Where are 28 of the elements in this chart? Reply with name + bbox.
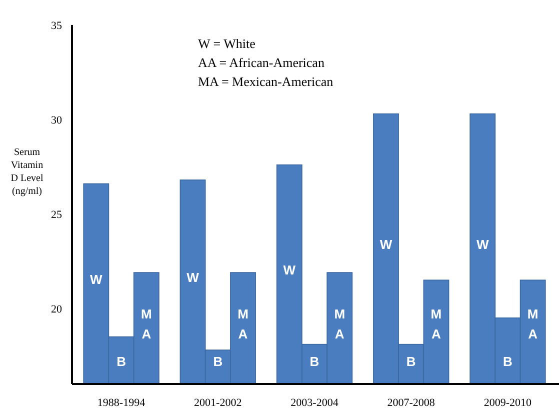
text: MA bbox=[238, 306, 248, 342]
y-tick-label: 35 bbox=[51, 20, 62, 32]
annotation: AA = African-American bbox=[198, 55, 325, 70]
text: W bbox=[380, 236, 392, 252]
series-label: B bbox=[213, 354, 223, 369]
text: B bbox=[503, 354, 512, 369]
y-tick-label: 25 bbox=[51, 208, 62, 221]
x-tick-label: 1988-1994 bbox=[97, 397, 146, 409]
series-label: MA bbox=[140, 306, 152, 342]
x-tick-label: 2007-2008 bbox=[387, 397, 436, 409]
x-tick-label: 2003-2004 bbox=[290, 397, 339, 409]
text: MA bbox=[430, 306, 442, 342]
annotation: MA = Mexican-American bbox=[198, 74, 334, 89]
text: W bbox=[283, 262, 296, 278]
text: MA bbox=[334, 306, 346, 342]
annotation: W = White bbox=[198, 36, 256, 51]
text: B bbox=[310, 354, 320, 369]
text: W bbox=[186, 270, 199, 285]
y-tick-label: 30 bbox=[51, 114, 62, 126]
text: W bbox=[90, 272, 102, 287]
text: B bbox=[406, 354, 416, 369]
x-tick-label: 2001-2002 bbox=[194, 397, 242, 409]
text: B bbox=[116, 354, 126, 369]
text: MA bbox=[527, 306, 538, 342]
series-label: W bbox=[476, 236, 490, 252]
x-tick-label: 2009-2010 bbox=[484, 397, 532, 409]
y-tick-label: 20 bbox=[51, 303, 62, 316]
y-axis-title: Serum Vitamin D Level (ng/ml) bbox=[10, 147, 44, 197]
